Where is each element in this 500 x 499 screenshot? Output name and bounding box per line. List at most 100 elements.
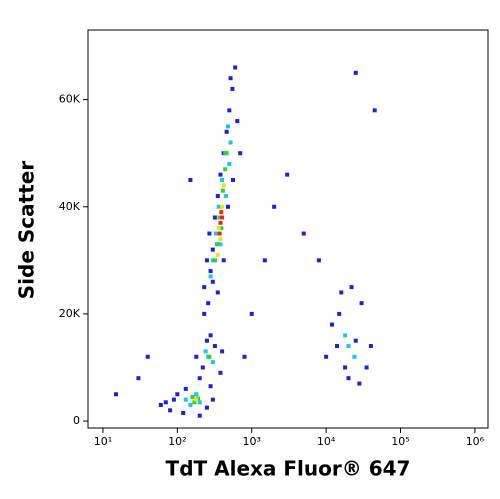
point bbox=[364, 365, 369, 370]
point bbox=[339, 290, 344, 295]
point bbox=[343, 333, 348, 338]
point bbox=[221, 183, 226, 188]
point bbox=[202, 311, 207, 316]
point bbox=[349, 285, 354, 290]
x-tick-label: 10⁵ bbox=[391, 435, 409, 448]
point bbox=[230, 86, 235, 91]
point bbox=[352, 354, 357, 359]
y-tick-label: 0 bbox=[73, 414, 80, 427]
point bbox=[230, 177, 235, 182]
point bbox=[204, 405, 209, 410]
point bbox=[114, 392, 119, 397]
y-tick-label: 40K bbox=[59, 200, 81, 213]
y-axis-label: Side Scatter bbox=[15, 161, 39, 300]
point bbox=[183, 397, 188, 402]
point bbox=[215, 290, 220, 295]
point bbox=[218, 370, 223, 375]
point bbox=[208, 269, 213, 274]
point bbox=[192, 400, 197, 405]
point bbox=[226, 124, 231, 129]
point bbox=[353, 70, 358, 75]
y-tick-label: 20K bbox=[59, 307, 81, 320]
point bbox=[235, 119, 240, 124]
point bbox=[212, 344, 217, 349]
point bbox=[285, 172, 290, 177]
point bbox=[228, 76, 233, 81]
point bbox=[217, 215, 222, 220]
point bbox=[228, 140, 233, 145]
point bbox=[200, 365, 205, 370]
point bbox=[158, 402, 163, 407]
point bbox=[316, 258, 321, 263]
point bbox=[220, 215, 225, 220]
point bbox=[208, 274, 213, 279]
point bbox=[220, 188, 225, 193]
point bbox=[343, 365, 348, 370]
point bbox=[220, 204, 225, 209]
point bbox=[217, 231, 222, 236]
point bbox=[208, 333, 213, 338]
point bbox=[346, 376, 351, 381]
point bbox=[197, 413, 202, 418]
point bbox=[216, 226, 221, 231]
point bbox=[188, 177, 193, 182]
point bbox=[219, 226, 224, 231]
point bbox=[372, 108, 377, 113]
point bbox=[224, 129, 229, 134]
point bbox=[215, 252, 220, 257]
point bbox=[204, 258, 209, 263]
point bbox=[219, 210, 224, 215]
point bbox=[218, 172, 223, 177]
point bbox=[168, 408, 173, 413]
point bbox=[208, 384, 213, 389]
y-tick-label: 60K bbox=[59, 93, 81, 106]
point bbox=[262, 258, 267, 263]
point bbox=[210, 247, 215, 252]
point bbox=[227, 161, 232, 166]
point bbox=[213, 231, 218, 236]
point bbox=[181, 411, 186, 416]
point bbox=[227, 108, 232, 113]
point bbox=[330, 322, 335, 327]
point bbox=[218, 220, 223, 225]
point bbox=[194, 397, 199, 402]
point bbox=[346, 344, 351, 349]
point bbox=[204, 338, 209, 343]
point bbox=[188, 402, 193, 407]
point bbox=[301, 231, 306, 236]
point bbox=[212, 215, 217, 220]
point bbox=[197, 376, 202, 381]
point bbox=[175, 392, 180, 397]
plot-frame bbox=[87, 29, 489, 429]
point bbox=[212, 258, 217, 263]
point bbox=[220, 177, 225, 182]
point bbox=[210, 397, 215, 402]
point bbox=[334, 344, 339, 349]
point bbox=[145, 354, 150, 359]
point bbox=[233, 65, 238, 70]
point bbox=[357, 381, 362, 386]
point bbox=[238, 151, 243, 156]
point bbox=[368, 344, 373, 349]
point bbox=[194, 392, 199, 397]
point bbox=[359, 301, 364, 306]
point bbox=[171, 397, 176, 402]
point bbox=[353, 338, 358, 343]
point bbox=[226, 204, 231, 209]
point bbox=[210, 279, 215, 284]
point bbox=[223, 167, 228, 172]
point bbox=[218, 236, 223, 241]
x-tick-label: 10² bbox=[168, 435, 186, 448]
point bbox=[210, 258, 215, 263]
point bbox=[194, 354, 199, 359]
x-tick-label: 10⁴ bbox=[317, 435, 336, 448]
x-tick-label: 10¹ bbox=[94, 435, 112, 448]
point bbox=[224, 151, 229, 156]
point bbox=[202, 285, 207, 290]
point bbox=[207, 354, 212, 359]
point bbox=[214, 242, 219, 247]
point bbox=[337, 311, 342, 316]
point bbox=[221, 258, 226, 263]
point bbox=[218, 242, 223, 247]
